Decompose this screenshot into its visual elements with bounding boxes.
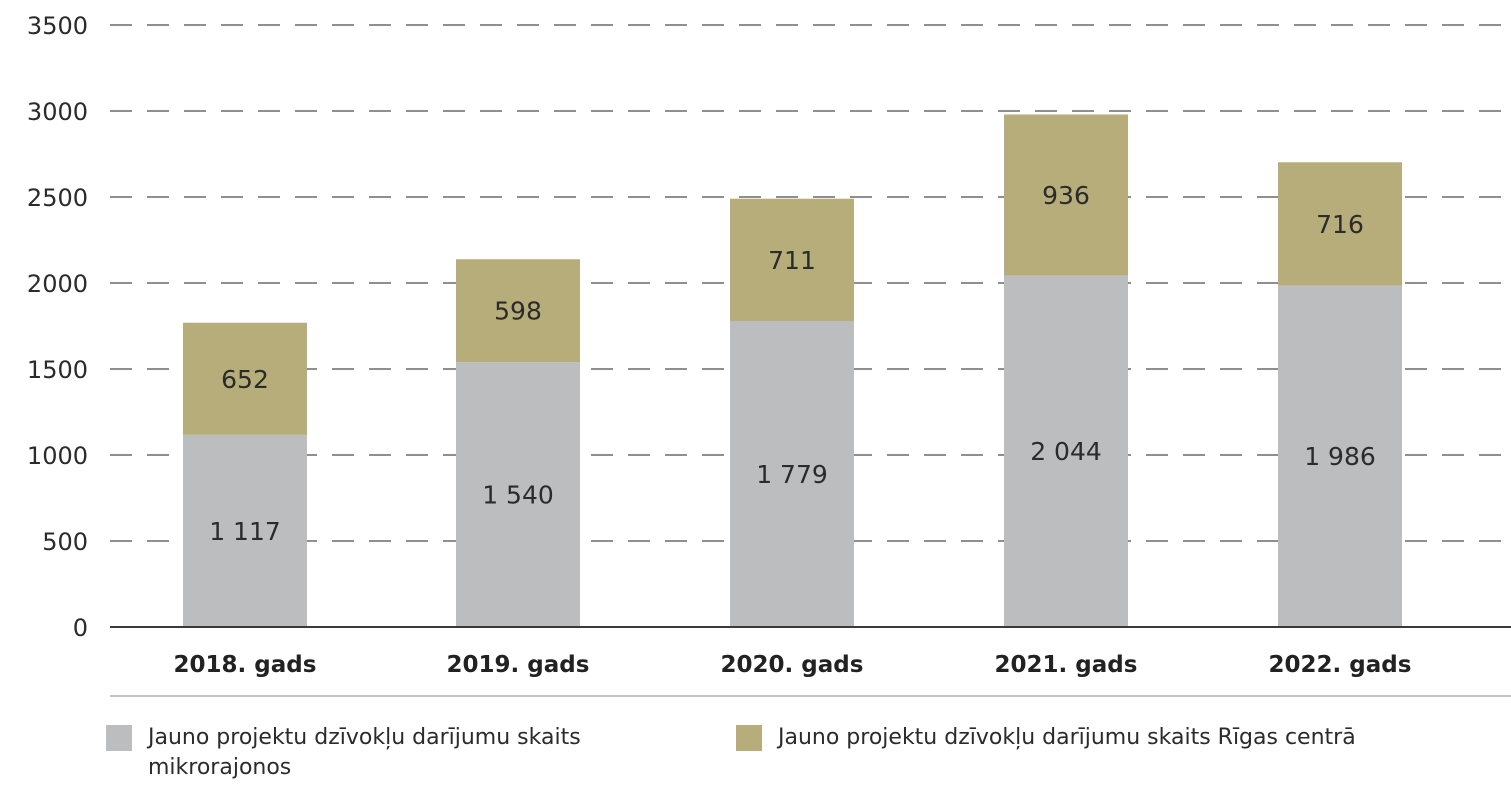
bar-mikrorajonos (730, 321, 854, 627)
y-tick-label: 1500 (27, 356, 88, 384)
data-label: 711 (768, 246, 816, 275)
bar-mikrorajonos (1278, 285, 1402, 627)
data-label: 1 779 (756, 460, 828, 489)
x-category-label: 2019. gads (447, 652, 590, 678)
bar-centra (1004, 114, 1128, 276)
data-label: 598 (494, 297, 542, 326)
bar-centra (456, 259, 580, 363)
gridlines (110, 24, 1511, 542)
y-tick-label: 2000 (27, 270, 88, 298)
bar-mikrorajonos (183, 434, 307, 627)
x-category-label: 2020. gads (721, 652, 864, 678)
data-label: 1 117 (209, 517, 281, 546)
legend-item-centra: Jauno projektu dzīvokļu darījumu skaits … (736, 723, 1358, 753)
bar-centra (1278, 162, 1402, 286)
data-label: 1 540 (482, 481, 554, 510)
legend-swatch-mikrorajonos (106, 725, 132, 751)
data-label: 716 (1316, 210, 1364, 239)
x-category-label: 2021. gads (995, 652, 1138, 678)
bar-centra (183, 322, 307, 435)
legend-label-mikrorajonos: Jauno projektu dzīvokļu darījumu skaits … (148, 725, 581, 780)
y-tick-label: 500 (42, 528, 88, 556)
data-label: 652 (221, 365, 269, 394)
bars (183, 114, 1402, 627)
legend-label-centra: Jauno projektu dzīvokļu darījumu skaits … (778, 725, 1356, 750)
y-tick-label: 0 (73, 614, 88, 642)
y-tick-label: 2500 (27, 184, 88, 212)
y-tick-label: 1000 (27, 442, 88, 470)
data-label: 936 (1042, 181, 1090, 210)
x-axis-categories: 2018. gads 2019. gads 2020. gads 2021. gads… (174, 652, 1412, 678)
legend-swatch-centra (736, 725, 762, 751)
x-category-label: 2022. gads (1269, 652, 1412, 678)
y-axis-ticks: 0 500 1000 1500 2000 2500 3000 3500 (27, 12, 88, 642)
bar-centra (730, 198, 854, 322)
bar-mikrorajonos (456, 362, 580, 627)
y-tick-label: 3500 (27, 12, 88, 40)
data-label: 1 986 (1304, 442, 1376, 471)
y-tick-label: 3000 (27, 98, 88, 126)
legend-item-mikrorajonos: Jauno projektu dzīvokļu darījumu skaits … (106, 723, 728, 783)
bar-mikrorajonos (1004, 275, 1128, 627)
data-labels: 1 117 652 1 540 598 1 779 711 2 044 936 1 986 716 (209, 181, 1376, 546)
x-category-label: 2018. gads (174, 652, 317, 678)
data-label: 2 044 (1030, 437, 1102, 466)
